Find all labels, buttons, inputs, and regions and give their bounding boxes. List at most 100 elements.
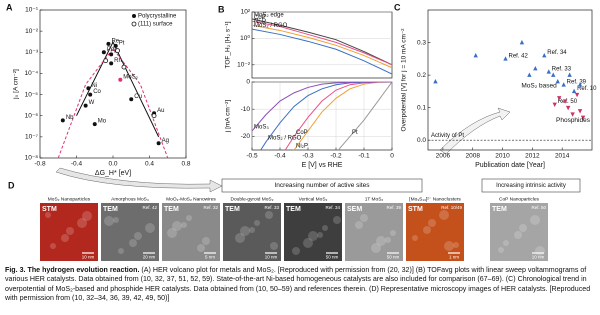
scale-label: 10 nm [82,255,95,260]
y-tick-label: 10⁰ [240,34,250,42]
point [557,96,562,101]
texture [423,226,431,234]
point-label: Au [157,108,164,114]
point [519,39,525,45]
series-line [252,24,392,69]
point [552,102,557,108]
y-tick-label: 0.2 [417,72,426,79]
caption-label: Fig. 3. [5,266,26,274]
texture [197,244,205,252]
y-tick-label: 0.3 [417,39,426,46]
point-label: W [89,100,95,106]
x-tick-label: 0.8 [181,161,190,168]
series-label: CoP [296,130,308,136]
point-label: Ref. 50 [558,99,578,105]
texture [270,242,278,250]
point-label: Ref. 33 [552,66,572,72]
series-label: MoS₂ based [521,82,557,89]
y-tick-label: 10⁻¹ [25,7,39,14]
x-axis-label: E [V] vs RHE [302,162,343,169]
scale-label: 50 nm [326,255,339,260]
point [542,52,547,58]
x-tick-label: 2010 [495,153,510,160]
legend-marker [131,21,137,27]
point-label: Co [93,89,101,95]
texture [45,212,51,218]
scale-label: 20 nm [143,255,156,260]
texture [390,230,396,236]
series-line [252,20,392,66]
point [129,97,134,102]
x-tick-label: -0.4 [274,153,286,160]
y-tick-label: 10⁻² [237,62,251,69]
series-line [252,18,392,66]
x-axis-label: Publication date [Year] [475,162,545,169]
texture [202,237,210,245]
x-tick-label: 0.0 [108,161,117,168]
point-label: Nb [66,115,74,121]
texture [50,243,56,249]
image-method: TEM [492,206,507,213]
point [561,82,566,87]
texture [444,241,454,251]
image-title: MoO₃-MoS₂ Nanowires [166,196,216,202]
y-tick-label: -10 [241,106,251,113]
y-tick-label: 10⁻⁴ [25,70,39,77]
point [567,72,572,77]
texture [385,237,391,243]
texture [172,221,182,231]
texture [113,217,119,223]
image-method: TEM [164,206,179,213]
panel-label: B [218,4,225,14]
series-line [293,82,392,150]
point [103,58,109,64]
point [60,118,65,123]
texture [235,233,245,243]
y-tick-label: 10⁻⁸ [25,155,39,162]
x-tick-label: -0.5 [246,153,258,160]
series-label: MoS₂ / RGO [268,135,302,141]
point-label: Rh [114,58,122,64]
image-method: SEM [347,206,362,213]
y-tick-label: 10² [241,9,251,16]
point [151,113,157,119]
micrograph [284,203,342,261]
point-label: Ref. 34 [547,50,567,56]
y-tick-label: 0 [246,79,250,86]
image-method: TEM [225,206,240,213]
y-tick-label: 0.1 [417,104,426,111]
point [156,141,161,146]
point [88,92,93,97]
arrow-box [481,178,581,193]
point-label: MoS₂ [123,74,138,80]
image-title: Double-gyroid MoS₂ [231,196,274,202]
y-tick-label: 0.0 [417,137,426,144]
series-line [252,82,392,132]
point-label: Ref. 42 [509,53,529,59]
texture [439,210,449,220]
y-tick-label: 10⁻⁶ [25,112,39,119]
micrograph [345,203,403,261]
micrograph [101,203,159,261]
micrograph [223,203,281,261]
point [527,72,532,77]
series-label: Ni₂P [296,144,308,150]
point [109,52,114,57]
point [109,61,114,66]
legend-label: (111) surface [138,22,173,28]
x-tick-label: -0.1 [358,153,370,160]
texture [317,232,323,238]
point [118,77,123,82]
point-label: Ag [162,138,169,144]
scale-label: 1 nm [449,255,459,260]
image-title: Vertical MoS₂ [299,196,328,202]
x-tick-label: -0.3 [302,153,314,160]
arrow-box [221,178,423,193]
texture [355,221,363,229]
point-label: Ni [91,83,97,89]
texture [514,231,522,239]
y-axis-label: Overpotential [V] for j = 10 mA cm⁻² [401,28,408,132]
micrograph [40,203,98,261]
x-tick-label: 2012 [525,153,540,160]
point [115,48,120,54]
